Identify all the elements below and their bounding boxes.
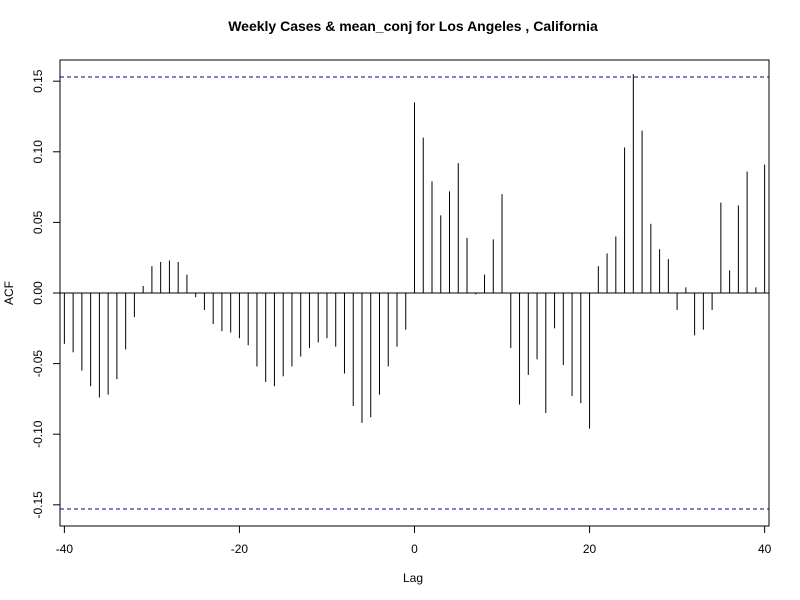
y-tick-label: 0.15	[31, 69, 45, 93]
x-tick-label: 0	[411, 542, 418, 556]
x-axis-label: Lag	[403, 571, 423, 585]
confidence-bands	[60, 76, 769, 510]
x-axis: -40 -20 0 20 40	[56, 526, 772, 556]
y-tick-label: -0.05	[31, 350, 45, 378]
y-tick-label: 0.00	[31, 281, 45, 305]
y-tick-label: -0.15	[31, 491, 45, 519]
x-tick-label: 20	[583, 542, 597, 556]
x-tick-label: 40	[758, 542, 772, 556]
x-tick-label: -20	[231, 542, 249, 556]
y-tick-label: -0.10	[31, 420, 45, 448]
y-tick-label: 0.05	[31, 210, 45, 234]
y-axis: -0.15 -0.10 -0.05 0.00 0.05 0.10 0.15	[31, 69, 60, 518]
y-tick-label: 0.10	[31, 140, 45, 164]
chart-title: Weekly Cases & mean_conj for Los Angeles…	[228, 18, 598, 34]
acf-bars	[63, 74, 766, 429]
x-tick-label: -40	[56, 542, 74, 556]
y-axis-label: ACF	[2, 281, 16, 305]
